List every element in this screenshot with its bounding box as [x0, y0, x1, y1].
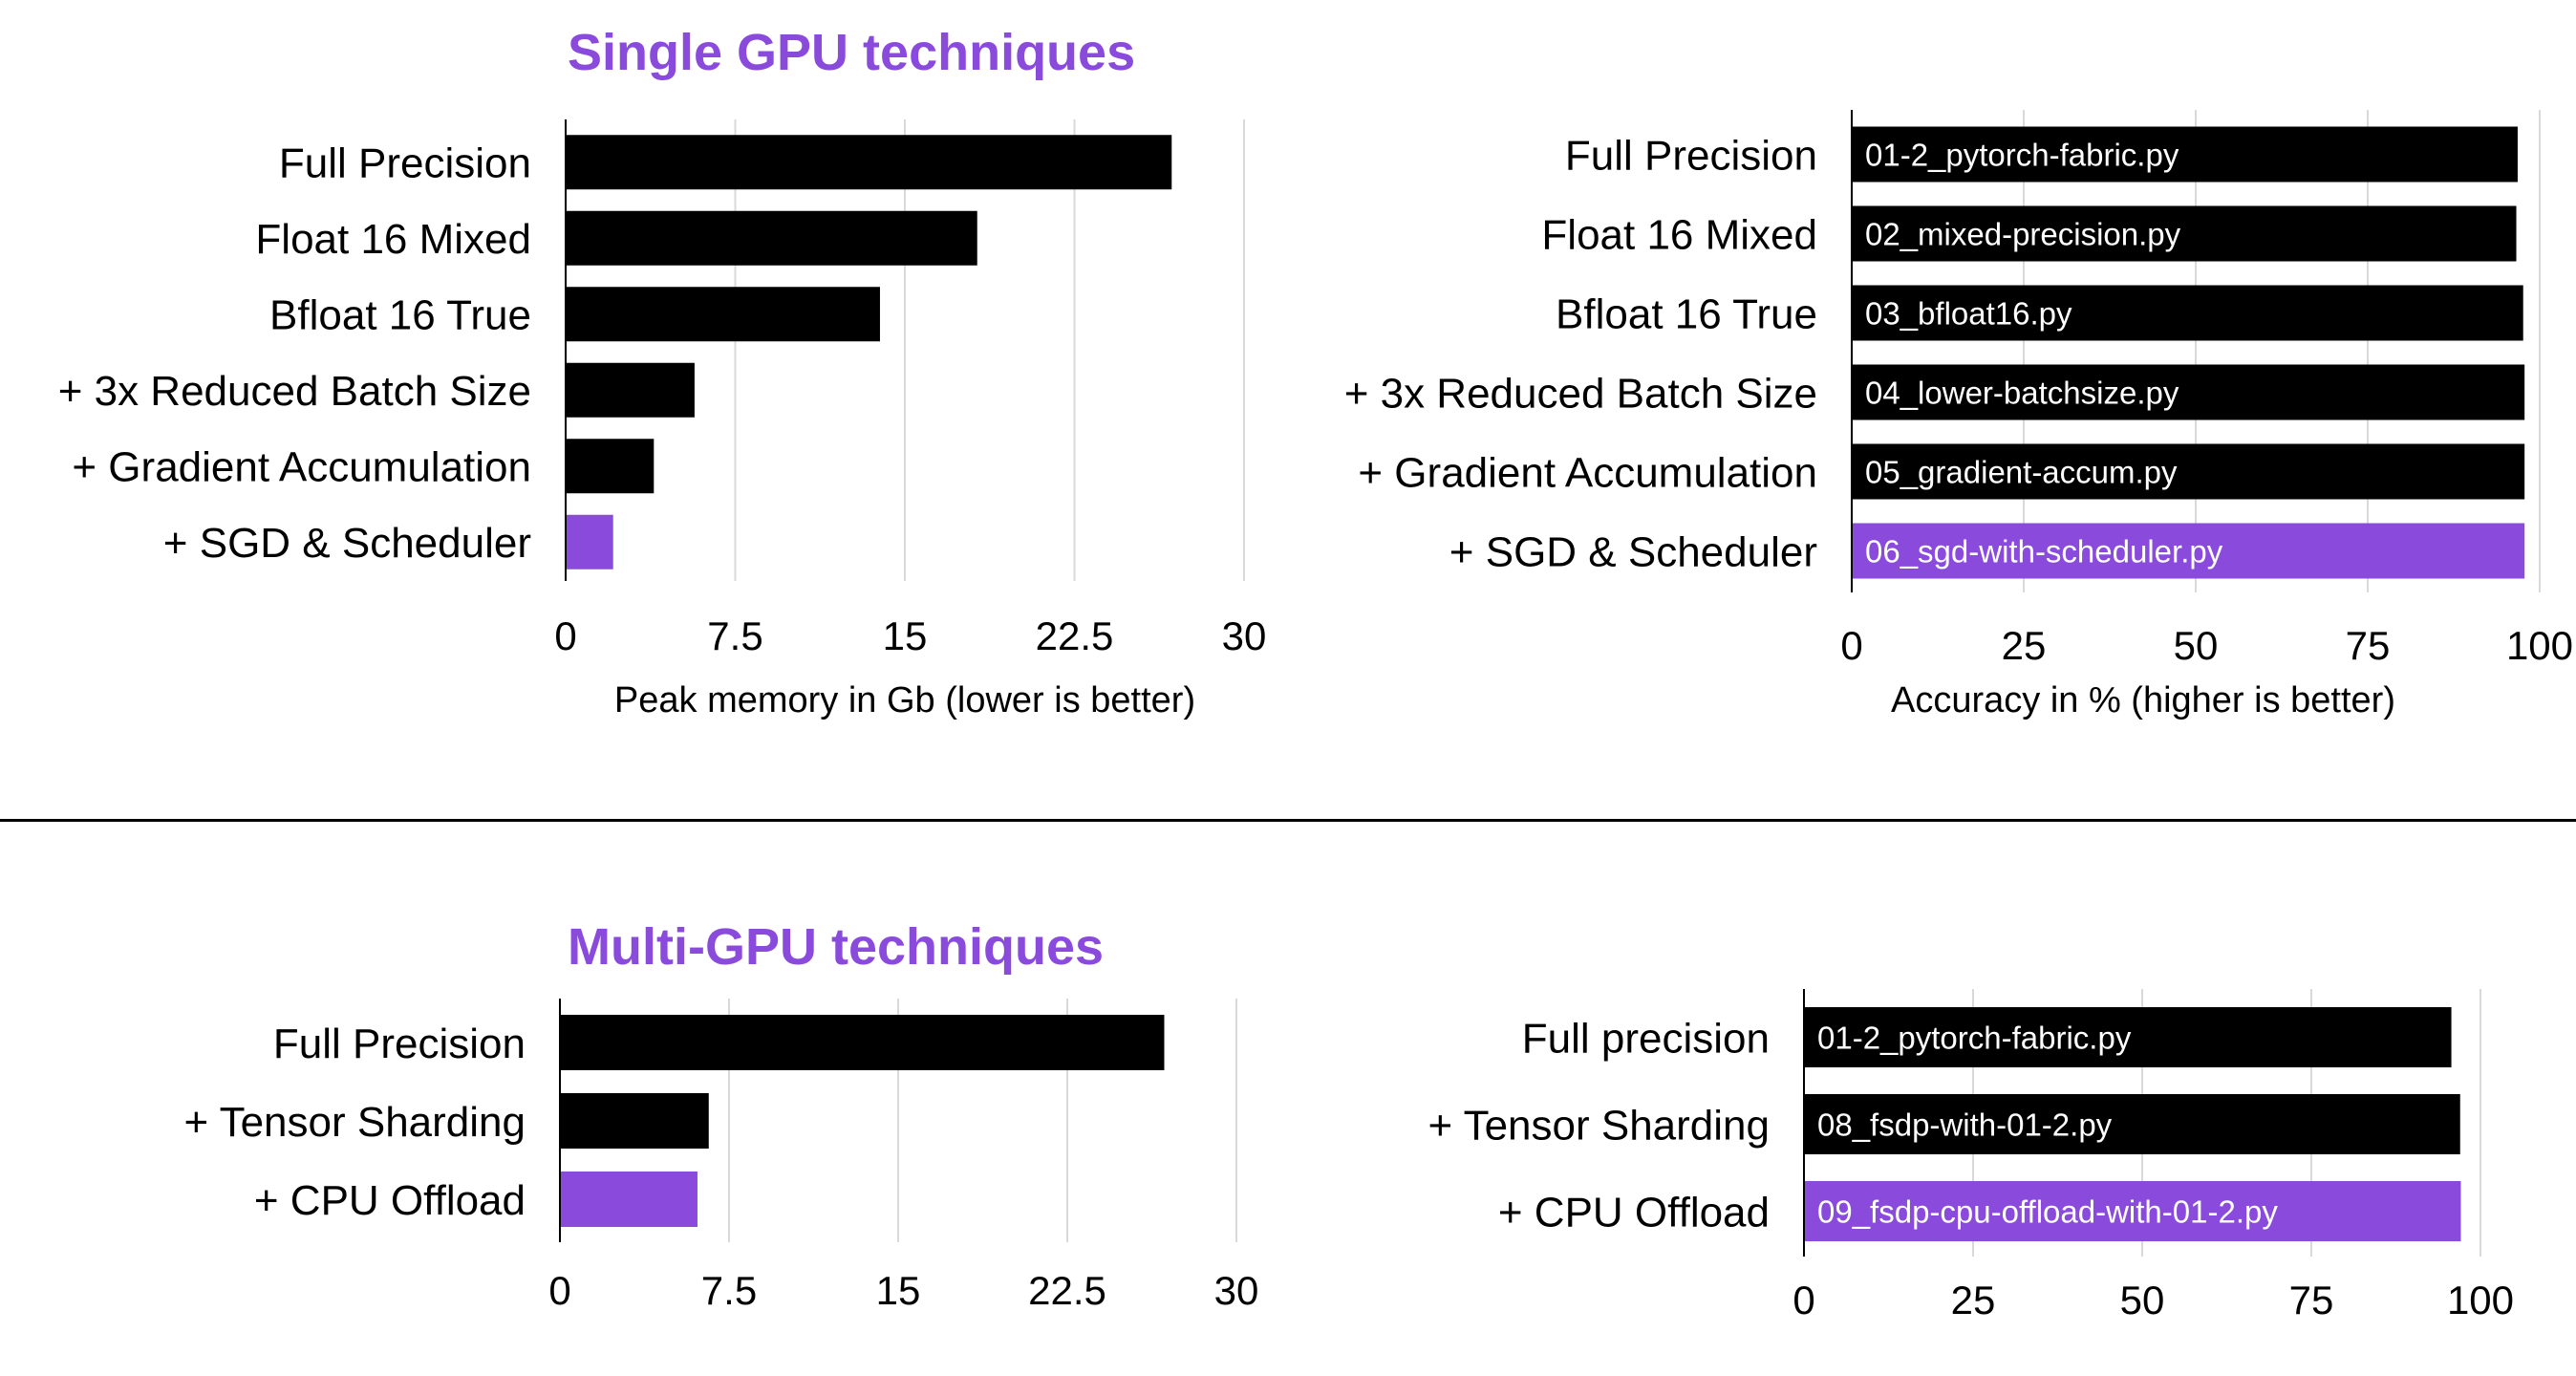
bar-label: 04_lower-batchsize.py: [1865, 375, 2179, 410]
category-label: Float 16 Mixed: [255, 216, 531, 263]
category-label: + Gradient Accumulation: [1358, 449, 1817, 496]
tick-label: 30: [1222, 613, 1267, 658]
single-gpu-accuracy-chart: Full Precision 01-2_pytorch-fabric.py Floa…: [1344, 110, 2573, 720]
bar-label: 06_sgd-with-scheduler.py: [1865, 533, 2223, 569]
bar: [1804, 1007, 2452, 1067]
category-label: + Tensor Sharding: [1428, 1102, 1770, 1149]
x-axis-title: Peak memory in Gb (lower is better): [614, 680, 1195, 720]
multi-gpu-title: Multi-GPU techniques: [568, 918, 1105, 976]
category-label: Full Precision: [273, 1021, 526, 1067]
category-label: Bfloat 16 True: [1556, 290, 1817, 337]
tick-label: 75: [2289, 1278, 2334, 1322]
tick-label: 25: [1951, 1278, 1996, 1322]
category-label: + SGD & Scheduler: [163, 520, 531, 567]
tick-label: 15: [876, 1268, 921, 1313]
category-label: Full Precision: [279, 140, 531, 187]
tick-label: 100: [2506, 623, 2573, 668]
bar-label: 01-2_pytorch-fabric.py: [1817, 1020, 2132, 1055]
tick-label: 0: [554, 613, 576, 658]
category-label: Float 16 Mixed: [1541, 211, 1817, 258]
category-label: + CPU Offload: [1498, 1189, 1770, 1236]
category-label: + CPU Offload: [254, 1177, 526, 1224]
bar: [1804, 1094, 2460, 1154]
bar-label: 09_fsdp-cpu-offload-with-01-2.py: [1817, 1193, 2278, 1229]
tick-label: 22.5: [1036, 613, 1114, 658]
single-gpu-memory-chart: Full Precision Float 16 Mixed Bfloat 16 Tr…: [58, 119, 1267, 720]
tick-label: 25: [2002, 623, 2047, 668]
bar: [566, 135, 1172, 190]
bar: [1852, 126, 2518, 183]
tick-label: 30: [1214, 1268, 1259, 1313]
bar: [1852, 205, 2517, 262]
bar: [1852, 285, 2523, 341]
tick-label: 0: [1840, 623, 1862, 668]
multi-gpu-accuracy-chart: Full precision 01-2_pytorch-fabric.py + Te…: [1428, 989, 2514, 1322]
tick-label: 100: [2447, 1278, 2514, 1322]
bar-label: 03_bfloat16.py: [1865, 295, 2072, 331]
tick-label: 7.5: [701, 1268, 757, 1313]
tick-label: 0: [548, 1268, 570, 1313]
bar-label: 05_gradient-accum.py: [1865, 454, 2178, 489]
bar: [1852, 364, 2525, 420]
tick-label: 15: [883, 613, 928, 658]
category-label: Full Precision: [1565, 132, 1817, 179]
tick-label: 0: [1792, 1278, 1814, 1322]
category-label: Bfloat 16 True: [269, 292, 531, 339]
bar-label: 02_mixed-precision.py: [1865, 216, 2181, 251]
bar: [560, 1093, 709, 1149]
category-label: + SGD & Scheduler: [1449, 528, 1817, 575]
tick-label: 50: [2120, 1278, 2165, 1322]
bar: [566, 287, 880, 342]
category-label: + Gradient Accumulation: [72, 444, 531, 491]
category-label: Full precision: [1522, 1015, 1770, 1062]
x-axis-title: Accuracy in % (higher is better): [1891, 680, 2395, 720]
category-label: + 3x Reduced Batch Size: [58, 368, 531, 415]
bar: [566, 362, 695, 418]
tick-label: 75: [2346, 623, 2391, 668]
section-divider: [0, 819, 2576, 822]
bar-label: 01-2_pytorch-fabric.py: [1865, 137, 2179, 172]
bar: [1852, 523, 2525, 579]
category-label: + Tensor Sharding: [183, 1099, 526, 1146]
bar: [566, 439, 655, 494]
bar-label: 08_fsdp-with-01-2.py: [1817, 1107, 2113, 1142]
tick-label: 7.5: [707, 613, 762, 658]
tick-label: 22.5: [1028, 1268, 1106, 1313]
tick-label: 50: [2174, 623, 2219, 668]
bar: [566, 210, 977, 266]
bar: [566, 514, 613, 570]
bar: [1852, 443, 2525, 500]
bar: [560, 1015, 1165, 1070]
multi-gpu-memory-chart: Full Precision + Tensor Sharding + CPU Off…: [183, 999, 1259, 1313]
single-gpu-title: Single GPU techniques: [568, 24, 1136, 81]
category-label: + 3x Reduced Batch Size: [1344, 370, 1817, 417]
bar: [1804, 1181, 2461, 1241]
bar: [560, 1172, 698, 1227]
